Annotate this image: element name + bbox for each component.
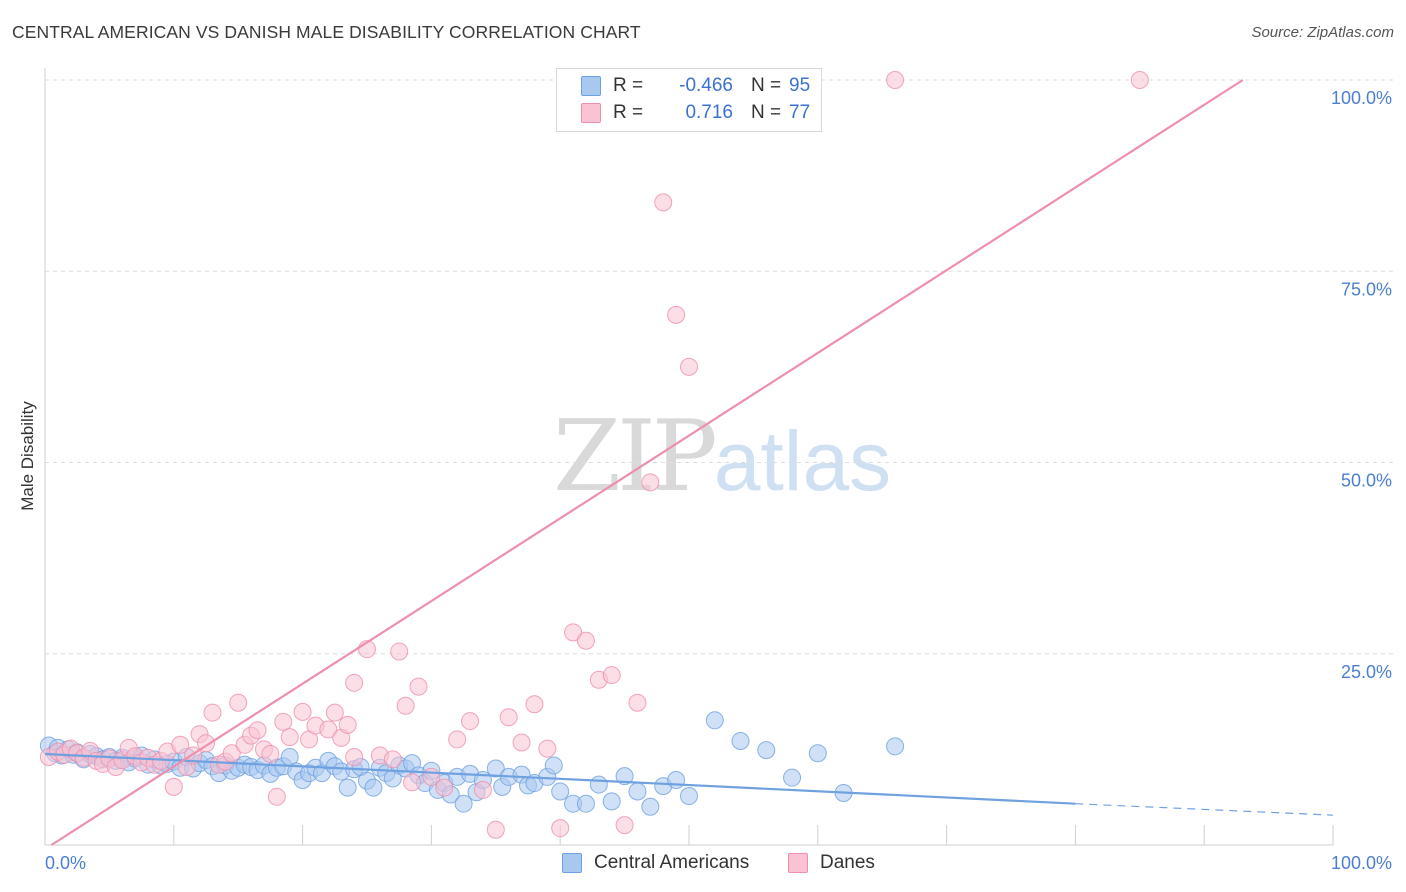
legend-r-value: -0.466 <box>679 75 733 96</box>
legend-r-label: R = <box>613 75 644 96</box>
point-danes <box>435 778 454 797</box>
point-danes <box>473 780 492 799</box>
point-danes <box>499 708 518 727</box>
tick-label-layer: 25.0% 50.0% 75.0% 100.0% 0.0% 100.0% <box>45 88 1392 873</box>
x-tick-label: 0.0% <box>45 853 86 873</box>
point-danes <box>576 631 595 650</box>
point-central-americans <box>705 711 724 730</box>
point-danes <box>564 623 583 642</box>
legend-row-central-americans: R = -0.466 N = 95 <box>581 73 810 99</box>
point-danes <box>1130 71 1149 89</box>
point-danes <box>171 735 190 754</box>
point-central-americans <box>886 737 905 756</box>
point-danes <box>615 816 634 835</box>
point-danes <box>551 819 570 838</box>
point-danes <box>680 357 698 376</box>
legend-n-value: 95 <box>789 75 811 96</box>
source-label: Source: ZipAtlas.com <box>1251 24 1394 41</box>
point-danes <box>486 820 505 839</box>
series-legend: Central Americans Danes <box>0 852 1406 878</box>
point-danes <box>461 712 480 731</box>
point-danes <box>293 702 312 721</box>
point-central-americans <box>551 782 570 801</box>
point-central-americans <box>641 797 660 816</box>
regression-line-central-americans-extension <box>1075 803 1334 816</box>
series-label-central-americans: Central Americans <box>594 852 750 873</box>
legend-n-label: N = <box>751 102 782 123</box>
series-swatch-central-americans <box>562 853 582 873</box>
chart-title: CENTRAL AMERICAN VS DANISH MALE DISABILI… <box>12 22 641 42</box>
series-swatch-danes <box>788 853 808 873</box>
legend-swatch-central-americans <box>581 76 601 96</box>
x-tick-label: 100.0% <box>1331 853 1392 873</box>
point-danes <box>654 193 673 212</box>
axes-layer <box>44 68 1334 846</box>
point-central-americans <box>680 787 698 806</box>
point-danes <box>448 730 467 749</box>
point-danes <box>512 733 531 752</box>
legend-row-danes: R = 0.716 N = 77 <box>581 100 810 126</box>
point-danes <box>525 695 544 714</box>
point-danes <box>267 787 286 806</box>
point-central-americans <box>783 768 802 787</box>
point-danes <box>274 712 293 731</box>
point-central-americans <box>615 767 634 786</box>
point-central-americans <box>589 775 608 794</box>
point-danes <box>667 305 686 324</box>
point-danes <box>319 720 338 739</box>
legend-n-label: N = <box>751 75 782 96</box>
point-central-americans <box>602 792 621 811</box>
point-danes <box>396 696 415 715</box>
point-danes <box>383 750 402 769</box>
series-label-danes: Danes <box>820 852 875 873</box>
point-danes <box>248 721 267 740</box>
point-central-americans <box>576 794 595 813</box>
point-danes <box>261 744 280 763</box>
point-central-americans <box>454 794 473 813</box>
legend-r-value: 0.716 <box>685 102 733 123</box>
point-danes <box>345 748 364 767</box>
point-danes <box>538 739 557 758</box>
point-danes <box>886 71 905 89</box>
point-central-americans <box>628 782 647 801</box>
point-danes <box>390 642 409 661</box>
point-central-americans <box>731 731 750 750</box>
point-danes <box>222 744 241 763</box>
y-tick-label: 100.0% <box>1331 88 1392 108</box>
point-danes <box>338 715 357 734</box>
point-danes <box>403 773 422 792</box>
point-danes <box>325 703 344 722</box>
point-danes <box>203 703 222 722</box>
point-danes <box>164 777 183 796</box>
y-tick-label: 25.0% <box>1341 662 1392 682</box>
point-central-americans <box>338 778 357 797</box>
correlation-legend: R = -0.466 N = 95 R = 0.716 N = 77 <box>556 68 822 132</box>
point-danes <box>602 666 621 685</box>
y-tick-label: 50.0% <box>1341 471 1392 491</box>
regression-layer <box>44 79 1334 846</box>
point-central-americans <box>544 756 563 775</box>
legend-r-label: R = <box>613 102 644 123</box>
y-tick-label: 75.0% <box>1341 279 1392 299</box>
point-danes <box>628 693 647 712</box>
point-danes <box>280 728 299 747</box>
regression-line-central-americans <box>44 752 1076 805</box>
series-legend-danes[interactable]: Danes <box>788 852 875 874</box>
point-danes <box>229 693 248 712</box>
point-danes <box>641 473 660 492</box>
legend-n-value: 77 <box>789 102 811 123</box>
point-central-americans <box>486 759 505 778</box>
point-central-americans <box>364 778 383 797</box>
series-legend-central-americans[interactable]: Central Americans <box>562 852 749 874</box>
grid-layer <box>45 79 1395 655</box>
point-danes <box>345 673 364 692</box>
point-central-americans <box>667 770 686 789</box>
point-central-americans <box>757 741 776 760</box>
point-central-americans <box>808 744 827 763</box>
regression-line-danes <box>50 79 1244 846</box>
points-layer <box>39 71 1149 839</box>
point-danes <box>409 677 428 696</box>
legend-swatch-danes <box>581 103 601 123</box>
